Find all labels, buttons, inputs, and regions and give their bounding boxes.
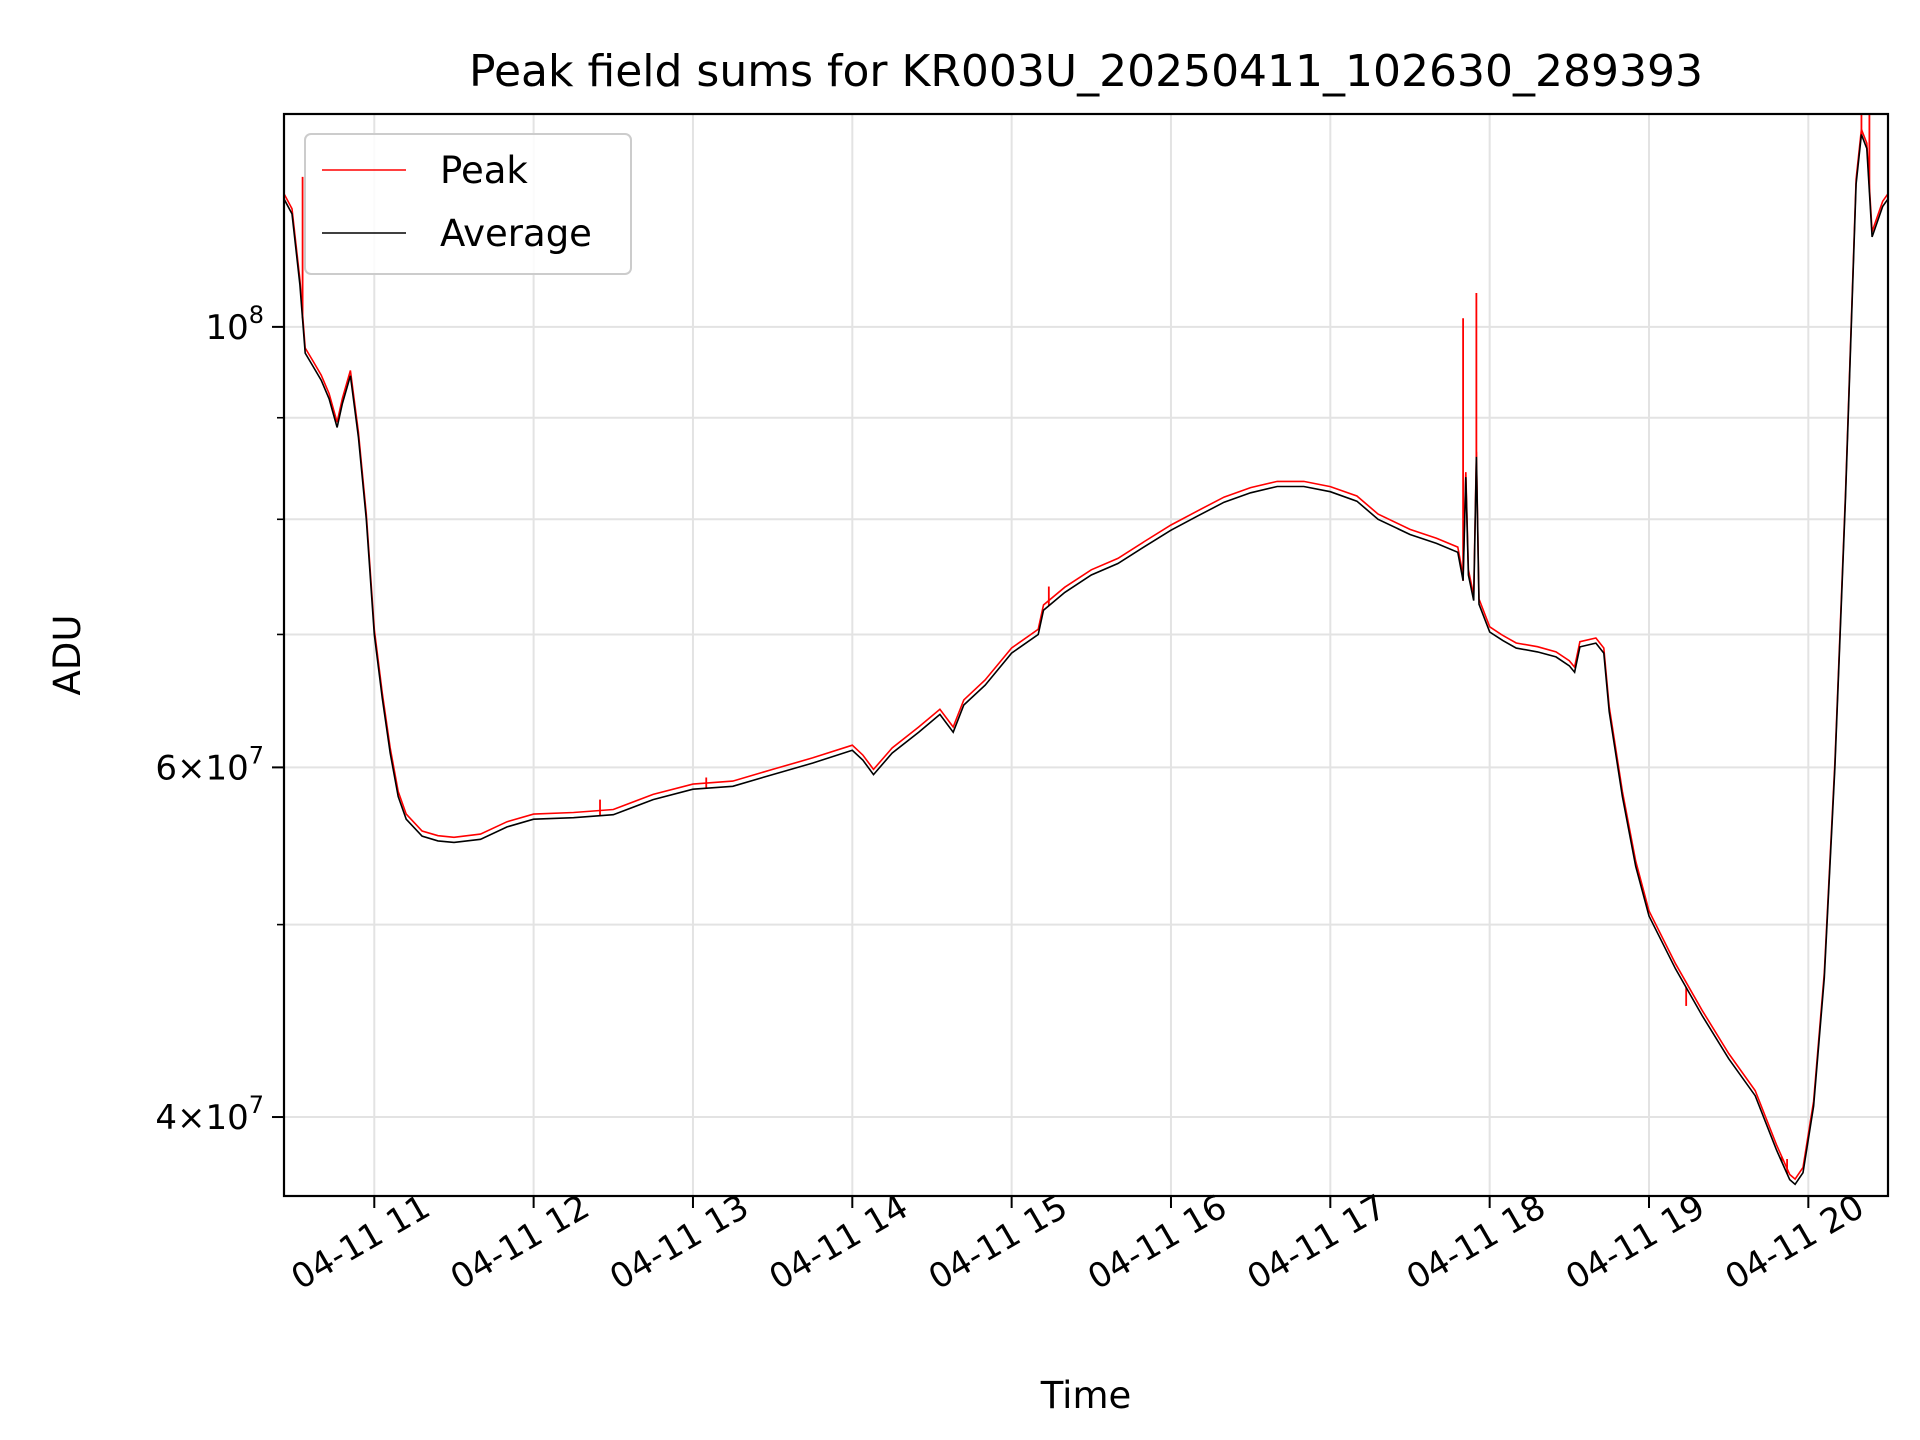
legend-peak-label: Peak [440, 149, 528, 192]
y-axis-ticks: 108 6×107 4×107 [155, 301, 284, 1138]
legend-box [304, 133, 632, 275]
peak-series-line [284, 129, 1888, 1181]
grid [284, 114, 1888, 1196]
chart-title: Peak field sums for KR003U_20250411_1026… [469, 46, 1703, 97]
average-series-line [284, 134, 1888, 1186]
y-tick-label: 108 [205, 301, 264, 348]
x-axis-label: Time [1040, 1374, 1132, 1417]
series-area [284, 114, 1888, 1186]
y-tick-label: 6×107 [155, 741, 264, 788]
legend-average-label: Average [440, 212, 592, 255]
plot-frame [282, 112, 1890, 1198]
y-tick-label: 4×107 [155, 1091, 264, 1138]
y-axis-label: ADU [46, 615, 89, 696]
legend: Peak Average [304, 133, 632, 275]
